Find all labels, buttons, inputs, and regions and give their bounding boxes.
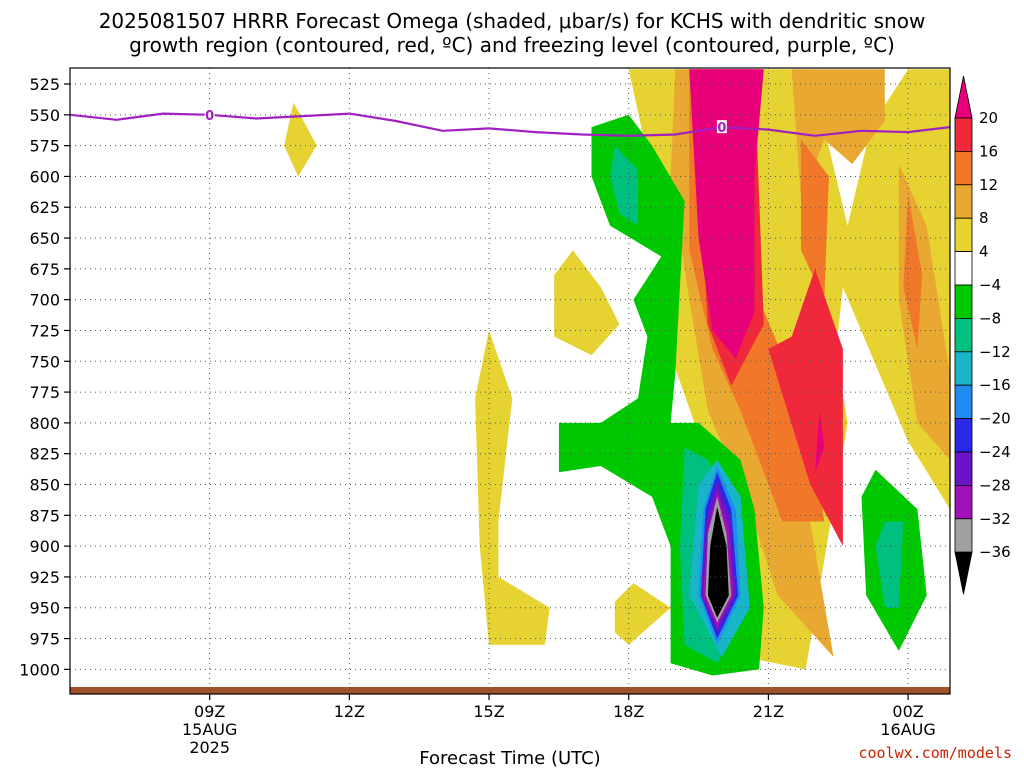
freezing-level-label-1: 0 [717, 121, 726, 136]
colorbar-swatch-9 [954, 384, 973, 420]
y-axis-ticks: 525 550 575 600 625 650 675 700 725 750 775 800 825 8… [19, 75, 70, 679]
omega-orange-right [791, 69, 885, 202]
ground-bar [70, 687, 950, 694]
freezing-label-bg-1 [716, 120, 727, 134]
y-tick-label-700: 700 [29, 291, 60, 310]
colorbar-swatch-13 [954, 518, 973, 553]
y-tick-label-800: 800 [29, 414, 60, 433]
y-tick-label-725: 725 [29, 321, 60, 340]
freezing-level-line [69, 112, 951, 137]
gridlines [70, 68, 950, 694]
colorbar-label-2: 12 [979, 176, 998, 194]
x-axis-label: Forecast Time (UTC) [419, 748, 600, 768]
colorbar-swatch-1 [954, 117, 973, 152]
colorbar-swatch-12 [954, 484, 973, 520]
y-tick-label-825: 825 [29, 445, 60, 464]
y-tick-label-875: 875 [29, 506, 60, 525]
chart-title-line1: 2025081507 HRRR Forecast Omega (shaded, … [99, 9, 926, 33]
plot-frame [69, 67, 951, 695]
chart-title-line2: growth region (contoured, red, ºC) and f… [129, 33, 895, 57]
x-tick-label-5-0: 00Z [892, 702, 923, 721]
omega-magenta-lower [815, 410, 825, 473]
omega-black-min [707, 506, 729, 618]
colorbar-label-9: −20 [979, 410, 1011, 428]
y-tick-label-600: 600 [29, 167, 60, 186]
y-tick-label-950: 950 [29, 599, 60, 618]
x-tick-label-5-1: 16AUG [880, 720, 935, 739]
y-tick-label-525: 525 [29, 75, 60, 94]
x-tick-label-0-0: 09Z [194, 702, 225, 721]
y-tick-label-550: 550 [29, 106, 60, 125]
y-tick-label-675: 675 [29, 260, 60, 279]
y-tick-label-925: 925 [29, 568, 60, 587]
x-tick-label-0-2: 2025 [189, 738, 230, 757]
omega-yellow-small-top [284, 102, 317, 177]
colorbar-label-12: −32 [979, 510, 1011, 528]
colorbar-swatch-10 [954, 418, 973, 453]
colorbar-swatch-7 [954, 317, 973, 353]
y-tick-label-1000: 1000 [19, 660, 60, 679]
omega-darkorange-upper [801, 139, 829, 300]
omega-teal-right [875, 521, 904, 608]
colorbar-bottom-arrow [954, 551, 973, 595]
colorbar-top-arrow [954, 75, 973, 119]
omega-red-lower [768, 268, 843, 547]
colorbar-label-3: 8 [979, 209, 989, 227]
x-tick-label-2-0: 15Z [473, 702, 504, 721]
colorbar-swatch-11 [954, 451, 973, 486]
colorbar-label-8: −16 [979, 376, 1011, 394]
freezing-level-label-0: 0 [205, 109, 214, 124]
freezing-label-bg-0 [204, 107, 215, 121]
x-tick-label-4-0: 21Z [753, 702, 784, 721]
colorbar-label-13: −36 [979, 543, 1011, 561]
credit-text: coolwx.com/models [858, 744, 1012, 762]
colorbar-label-5: −4 [979, 276, 1001, 294]
colorbar-label-0: 20 [979, 109, 998, 127]
x-tick-label-3-0: 18Z [613, 702, 644, 721]
colorbar: 20 16 12 8 4 −4 −8 −12 −16 −20 −24 −28 −32 −36 [954, 75, 1011, 595]
colorbar-label-6: −8 [979, 309, 1001, 327]
colorbar-label-4: 4 [979, 243, 989, 261]
x-tick-label-0-1: 15AUG [182, 720, 237, 739]
y-tick-label-575: 575 [29, 137, 60, 156]
colorbar-swatch-6 [954, 284, 973, 319]
colorbar-label-1: 16 [979, 142, 998, 160]
y-tick-label-850: 850 [29, 476, 60, 495]
y-tick-label-775: 775 [29, 383, 60, 402]
omega-yellow-mid-blob [554, 250, 620, 356]
omega-teal-upper [610, 145, 638, 226]
y-tick-label-750: 750 [29, 352, 60, 371]
omega-yellow-lower-left [475, 330, 550, 645]
colorbar-swatch-3 [954, 184, 973, 219]
y-tick-label-975: 975 [29, 630, 60, 649]
colorbar-swatch-8 [954, 351, 973, 386]
colorbar-label-10: −24 [979, 443, 1011, 461]
y-tick-label-650: 650 [29, 229, 60, 248]
colorbar-swatch-2 [954, 150, 973, 186]
colorbar-label-11: −28 [979, 476, 1011, 494]
freezing-level-contour: 00 [69, 107, 951, 137]
y-tick-label-625: 625 [29, 198, 60, 217]
colorbar-swatch-4 [954, 217, 973, 252]
x-tick-label-1-0: 12Z [334, 702, 365, 721]
colorbar-swatch-5 [954, 251, 973, 286]
colorbar-label-7: −12 [979, 343, 1011, 361]
y-tick-label-900: 900 [29, 537, 60, 556]
omega-magenta-max [689, 69, 764, 359]
